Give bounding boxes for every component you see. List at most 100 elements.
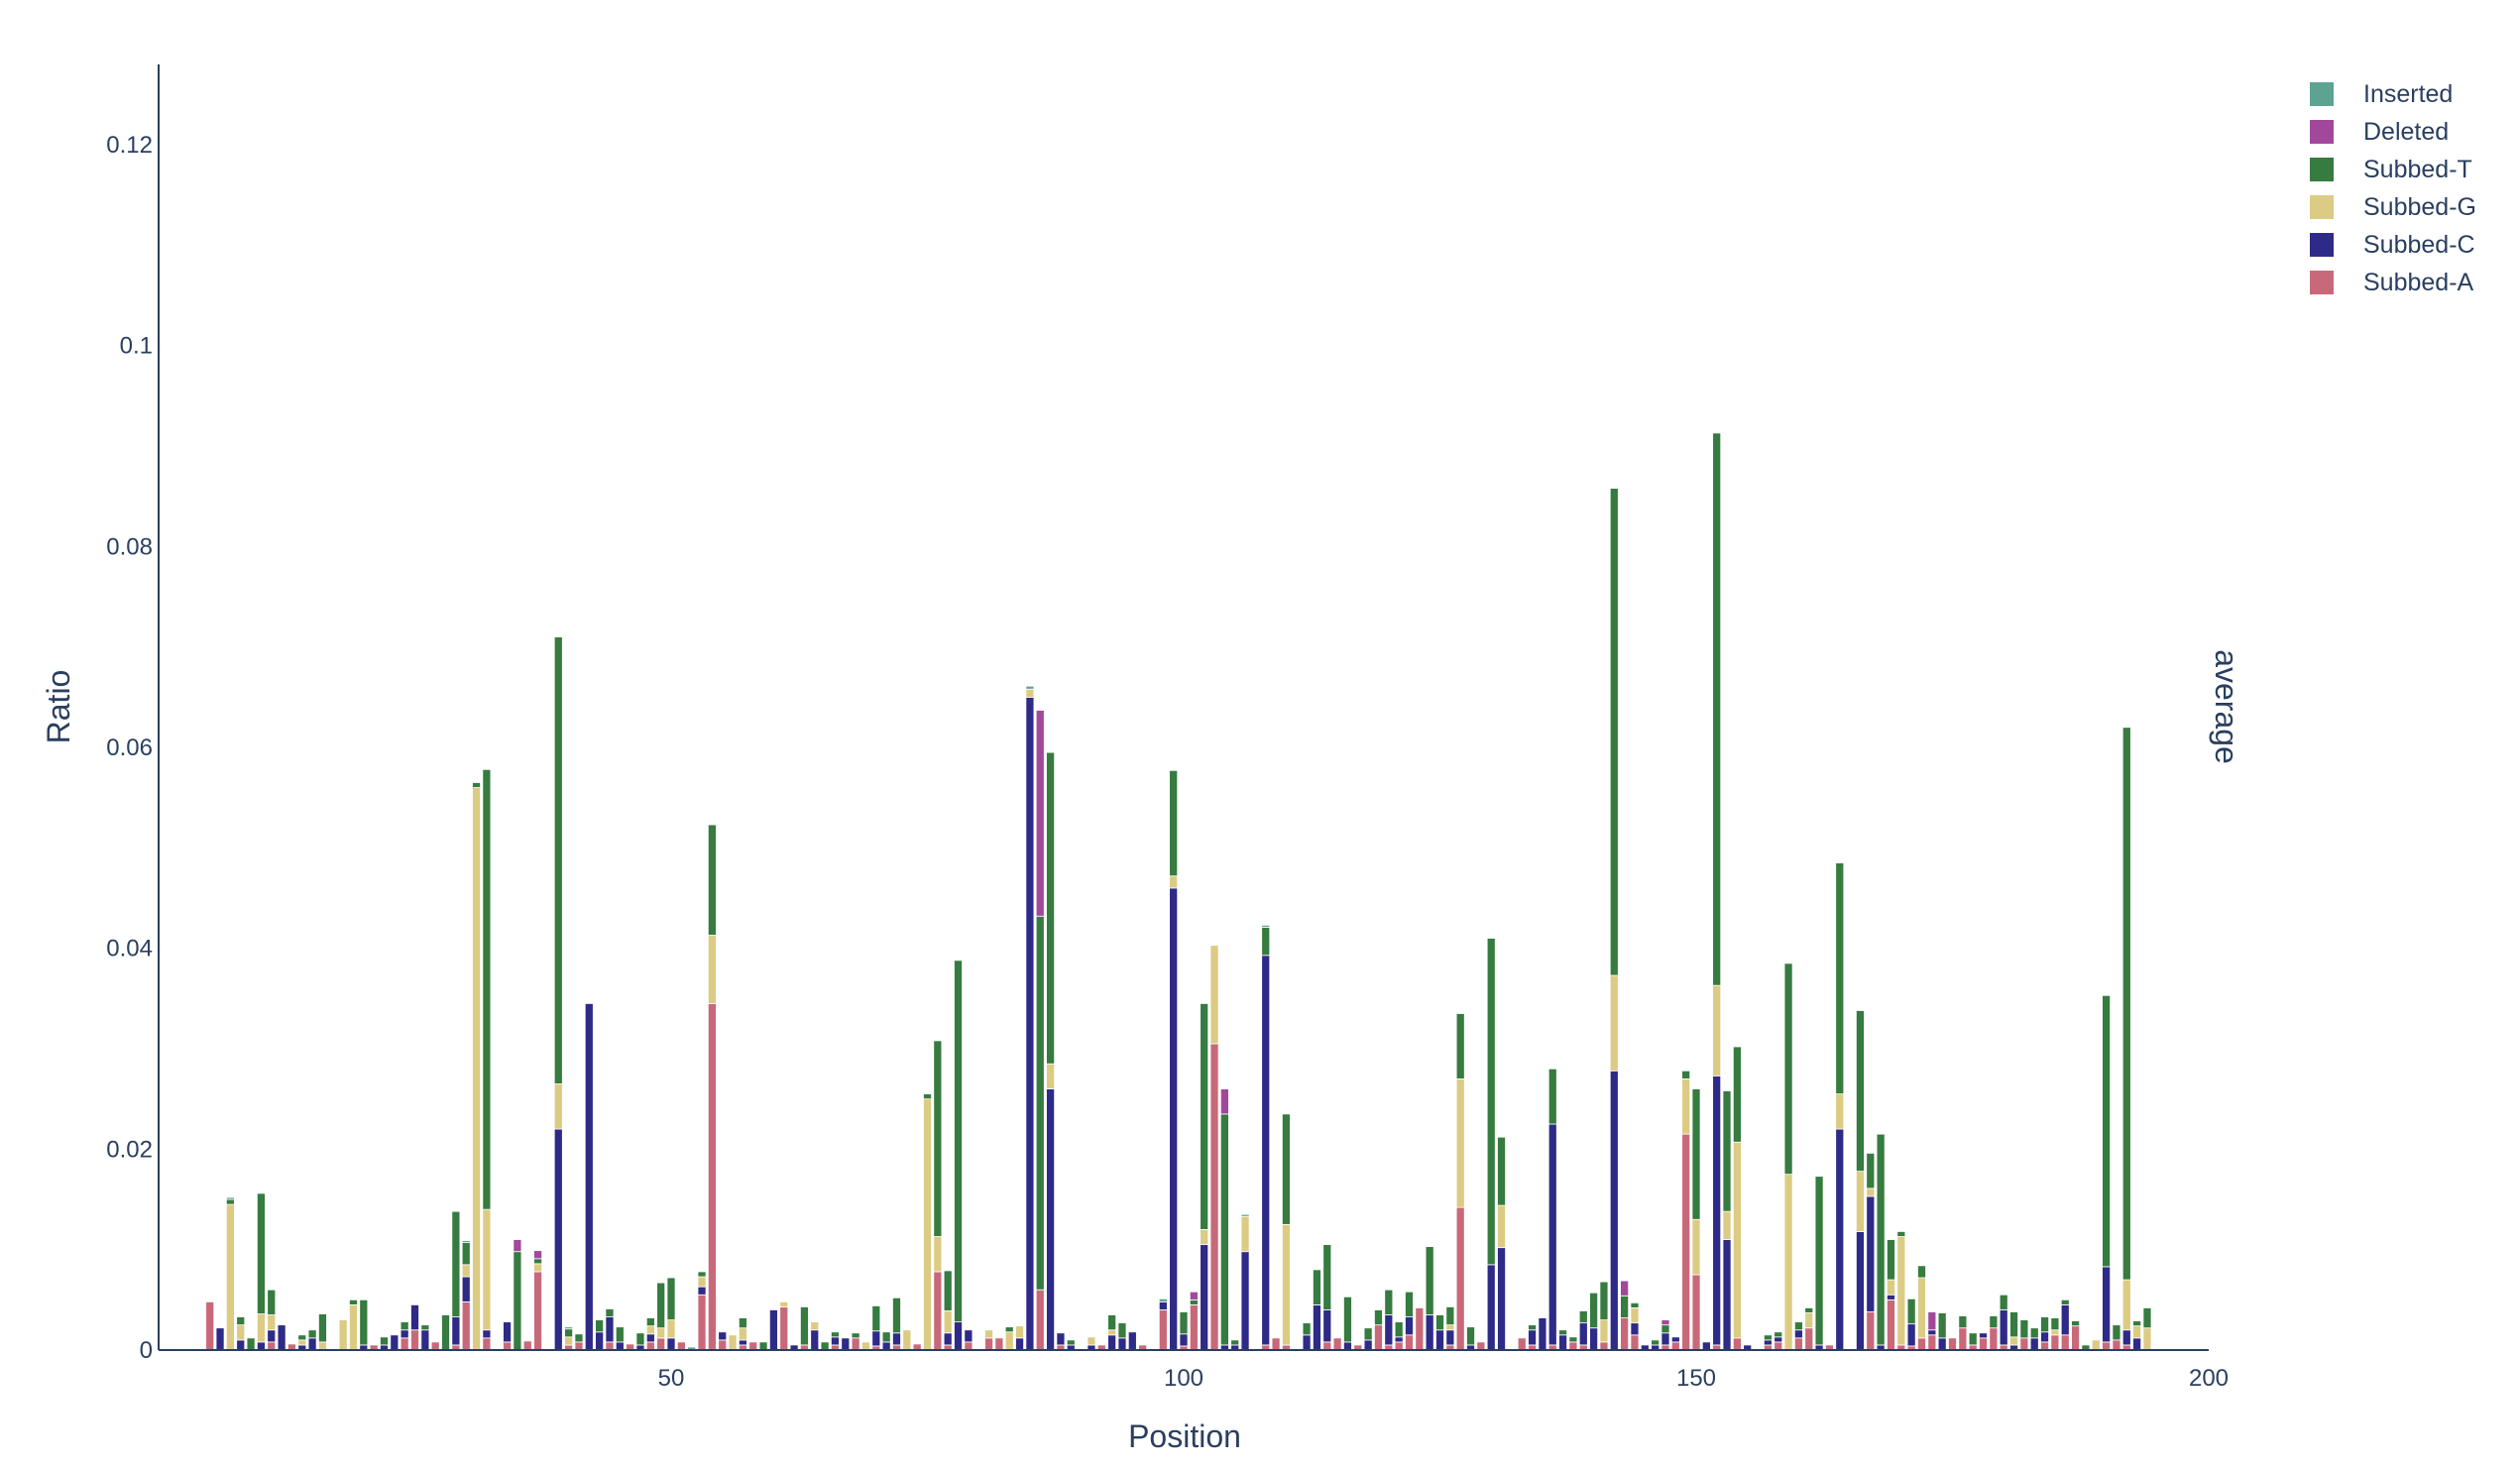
bar-subbed-c-64 xyxy=(810,1329,820,1351)
bar-subbed-t-190 xyxy=(2102,994,2112,1268)
bar-subbed-a-144 xyxy=(1630,1334,1640,1351)
bar-subbed-a-76 xyxy=(933,1271,943,1351)
bar-subbed-t-191 xyxy=(2112,1324,2121,1341)
bar-subbed-g-126 xyxy=(1445,1324,1455,1331)
bar-subbed-c-45 xyxy=(615,1341,625,1351)
bar-subbed-t-8 xyxy=(236,1316,246,1326)
bar-subbed-t-57 xyxy=(738,1317,747,1329)
bar-subbed-t-114 xyxy=(1322,1244,1332,1310)
bar-subbed-t-53 xyxy=(697,1271,707,1278)
bar-subbed-a-161 xyxy=(1804,1327,1814,1351)
legend-swatch xyxy=(2310,195,2334,219)
bar-subbed-t-50 xyxy=(666,1277,676,1321)
bar-subbed-a-123 xyxy=(1415,1307,1425,1351)
bar-subbed-t-169 xyxy=(1887,1239,1895,1281)
bar-subbed-a-148 xyxy=(1670,1341,1680,1351)
bar-subbed-a-58 xyxy=(748,1341,758,1351)
bar-subbed-t-184 xyxy=(2040,1316,2050,1333)
legend-item-subbed-a[interactable]: Subbed-A xyxy=(2310,264,2476,301)
bar-subbed-t-131 xyxy=(1497,1136,1506,1206)
bar-subbed-c-26 xyxy=(420,1329,430,1351)
bar-subbed-a-82 xyxy=(994,1337,1004,1351)
bar-subbed-t-41 xyxy=(574,1333,584,1343)
bar-subbed-a-149 xyxy=(1681,1133,1691,1351)
bar-subbed-t-127 xyxy=(1455,1013,1465,1079)
bar-inserted-108 xyxy=(1261,924,1271,928)
bar-subbed-g-93 xyxy=(1107,1329,1117,1336)
bar-subbed-t-43 xyxy=(595,1319,605,1333)
bar-subbed-c-77 xyxy=(943,1332,953,1346)
bar-subbed-t-40 xyxy=(564,1328,574,1338)
bar-subbed-t-15 xyxy=(307,1329,317,1339)
x-tick-label: 150 xyxy=(1676,1365,1716,1392)
bar-subbed-a-184 xyxy=(2040,1341,2050,1351)
bar-subbed-a-169 xyxy=(1887,1299,1895,1351)
bar-subbed-g-76 xyxy=(933,1236,943,1273)
bar-subbed-t-20 xyxy=(359,1299,369,1346)
bar-subbed-a-32 xyxy=(482,1337,492,1351)
legend-item-subbed-t[interactable]: Subbed-T xyxy=(2310,151,2476,188)
bar-subbed-c-43 xyxy=(595,1331,605,1351)
bar-subbed-g-91 xyxy=(1087,1336,1096,1346)
bar-subbed-a-53 xyxy=(697,1294,707,1351)
bar-subbed-a-36 xyxy=(522,1340,532,1351)
legend-item-inserted[interactable]: Inserted xyxy=(2310,75,2476,113)
bar-subbed-a-121 xyxy=(1394,1341,1404,1351)
bar-subbed-c-113 xyxy=(1312,1304,1321,1351)
bar-subbed-a-68 xyxy=(851,1337,860,1351)
bar-subbed-a-48 xyxy=(645,1341,655,1351)
bar-subbed-c-134 xyxy=(1528,1329,1538,1346)
bar-subbed-a-109 xyxy=(1271,1337,1281,1351)
bar-subbed-a-185 xyxy=(2050,1334,2060,1351)
bar-subbed-a-191 xyxy=(2112,1339,2121,1351)
bar-subbed-t-89 xyxy=(1066,1339,1076,1346)
bar-subbed-c-102 xyxy=(1200,1244,1209,1351)
bar-subbed-g-10 xyxy=(256,1313,266,1343)
bar-subbed-a-176 xyxy=(1958,1327,1968,1351)
bar-subbed-g-172 xyxy=(1917,1277,1926,1339)
bar-subbed-t-68 xyxy=(851,1332,860,1339)
bar-subbed-t-83 xyxy=(1004,1326,1014,1333)
bar-subbed-t-192 xyxy=(2121,727,2131,1281)
bar-subbed-g-85 xyxy=(1025,688,1035,698)
bar-subbed-a-30 xyxy=(461,1300,471,1351)
bar-subbed-t-183 xyxy=(2029,1327,2039,1339)
bar-subbed-t-112 xyxy=(1302,1322,1312,1336)
bar-subbed-c-142 xyxy=(1609,1070,1619,1351)
legend-label: Inserted xyxy=(2363,79,2454,108)
bar-subbed-t-28 xyxy=(441,1314,450,1351)
bar-subbed-t-179 xyxy=(1989,1315,1999,1329)
bar-subbed-t-44 xyxy=(605,1308,615,1317)
x-tick-label: 50 xyxy=(658,1365,685,1392)
bar-inserted-106 xyxy=(1240,1213,1250,1217)
bar-subbed-g-142 xyxy=(1609,974,1619,1072)
bar-subbed-t-11 xyxy=(267,1289,277,1315)
bar-subbed-g-154 xyxy=(1732,1141,1742,1339)
bar-subbed-a-154 xyxy=(1732,1337,1742,1351)
bar-subbed-g-166 xyxy=(1856,1171,1865,1232)
legend-item-subbed-g[interactable]: Subbed-G xyxy=(2310,188,2476,226)
bar-deleted-35 xyxy=(513,1239,522,1253)
bar-subbed-t-124 xyxy=(1425,1246,1434,1315)
bar-subbed-t-130 xyxy=(1486,938,1496,1266)
bar-subbed-t-108 xyxy=(1261,927,1271,957)
bar-subbed-t-116 xyxy=(1343,1296,1352,1343)
bar-subbed-t-158 xyxy=(1774,1331,1783,1338)
bar-subbed-c-121 xyxy=(1394,1336,1404,1343)
bar-deleted-101 xyxy=(1189,1291,1199,1300)
legend-item-subbed-c[interactable]: Subbed-C xyxy=(2310,226,2476,264)
bar-subbed-t-146 xyxy=(1651,1339,1661,1346)
y-tick-label: 0.08 xyxy=(106,533,153,560)
bar-subbed-t-14 xyxy=(297,1334,307,1341)
bar-subbed-c-120 xyxy=(1384,1314,1394,1346)
bar-subbed-t-120 xyxy=(1384,1289,1394,1315)
bar-subbed-t-119 xyxy=(1374,1309,1383,1326)
bar-subbed-t-125 xyxy=(1435,1314,1444,1331)
bar-subbed-t-159 xyxy=(1783,962,1793,1176)
legend-item-deleted[interactable]: Deleted xyxy=(2310,113,2476,151)
bar-subbed-c-151 xyxy=(1701,1341,1711,1351)
bar-subbed-g-49 xyxy=(656,1327,666,1339)
bar-subbed-g-103 xyxy=(1209,945,1219,1045)
bar-subbed-c-126 xyxy=(1445,1329,1455,1346)
bar-subbed-c-118 xyxy=(1363,1339,1373,1351)
